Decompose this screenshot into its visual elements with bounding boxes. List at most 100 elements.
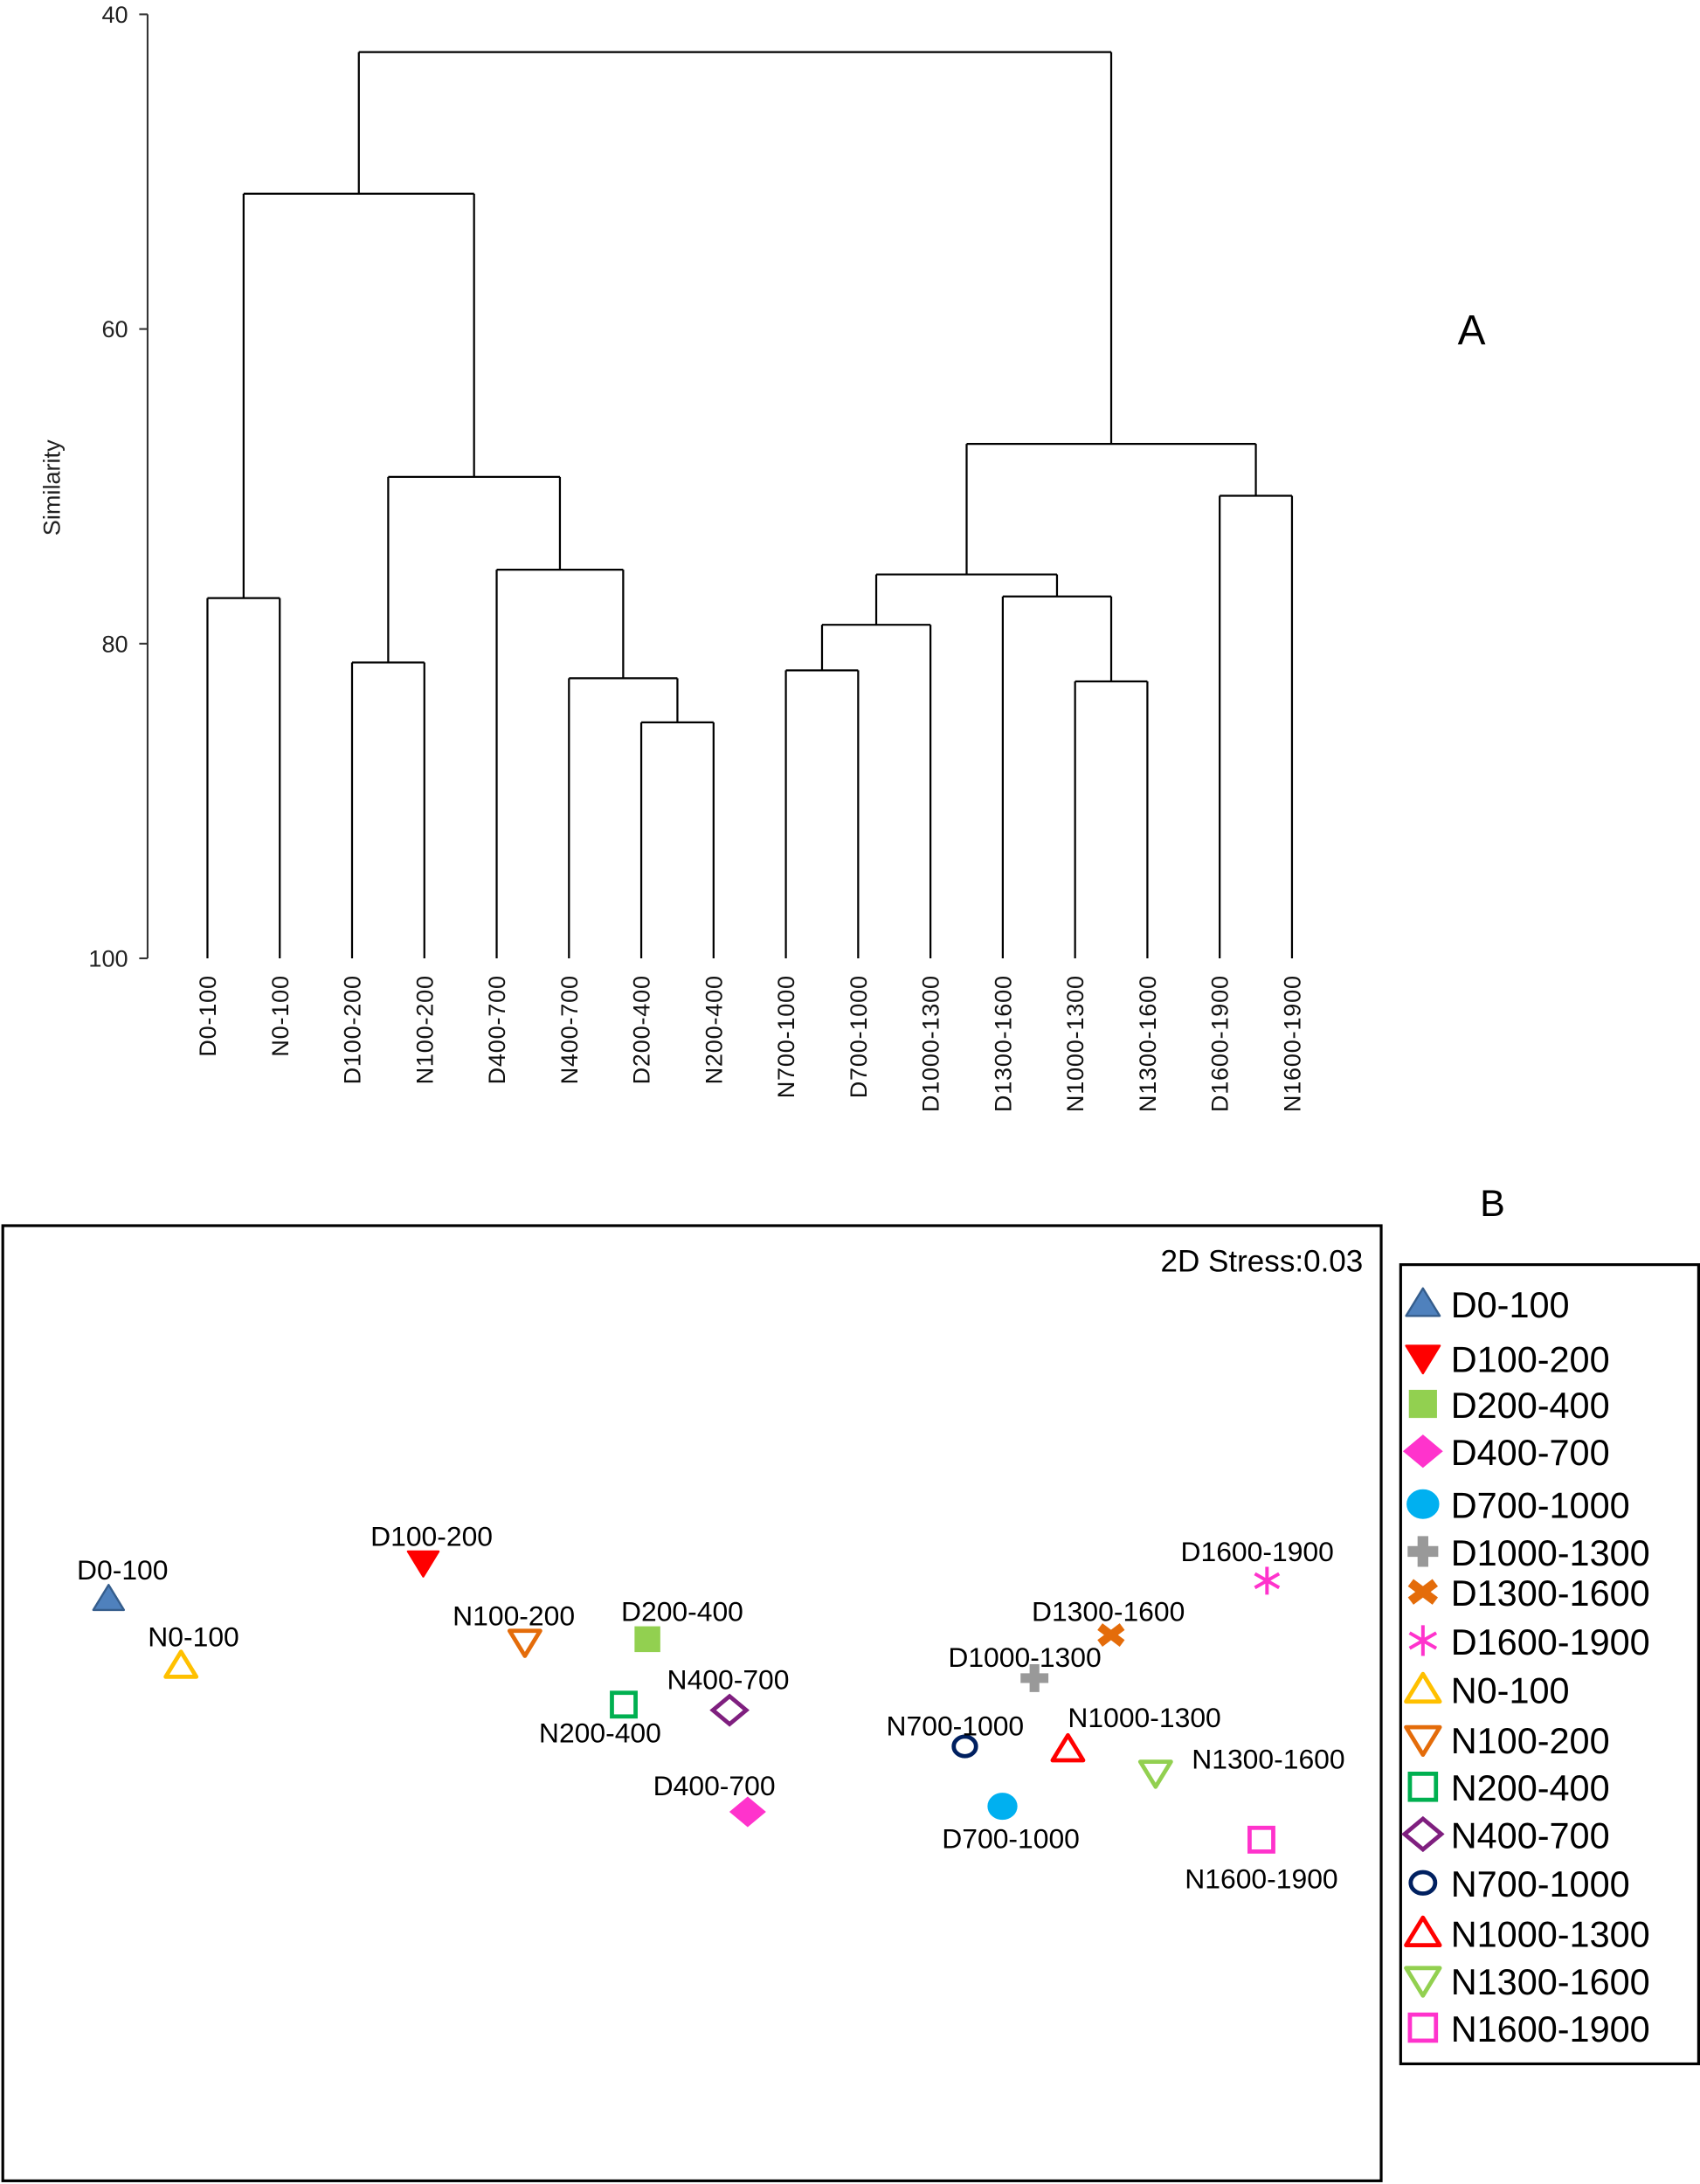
legend-item: D100-200	[1405, 1338, 1610, 1379]
legend-item: D1000-1300	[1407, 1532, 1650, 1573]
point-label: N1000-1300	[1068, 1702, 1220, 1733]
leaf-labels: D0-100 N0-100 D100-200 N100-200 D400-700 N400…	[194, 975, 1305, 1112]
legend-label: D700-1000	[1451, 1485, 1630, 1526]
legend-item: D400-700	[1402, 1432, 1610, 1473]
legend-label: D100-200	[1451, 1338, 1610, 1379]
legend-asterisk-icon	[1408, 1625, 1438, 1656]
point-label: D200-400	[621, 1596, 743, 1628]
legend-label: N200-400	[1451, 1767, 1610, 1808]
point-label: N1600-1900	[1185, 1863, 1337, 1895]
legend-item: D0-100	[1405, 1284, 1570, 1325]
point-triangle-up-filled-icon	[92, 1584, 126, 1612]
leaf-label: N400-700	[556, 975, 583, 1084]
point-label: N0-100	[148, 1621, 238, 1652]
panel-label-a: A	[1458, 308, 1486, 354]
y-axis: 40 60 80 100	[88, 1, 149, 972]
point-label: D1600-1900	[1180, 1536, 1333, 1567]
scatter-points: D0-100 D100-200 D200-400 D400-700 D700-1000 D…	[77, 1521, 1345, 1895]
legend-circle-open-icon	[1408, 1870, 1438, 1896]
legend-triangle-down-open-icon	[1404, 1966, 1442, 1998]
legend-label: N400-700	[1451, 1814, 1610, 1856]
point-plus-icon	[1020, 1664, 1049, 1692]
leaf-label: D400-700	[483, 975, 510, 1084]
point-triangle-down-filled-icon	[406, 1550, 440, 1578]
y-tick-label: 40	[102, 1, 128, 28]
point-label: D0-100	[77, 1554, 168, 1586]
legend-plus-icon	[1407, 1536, 1439, 1567]
point-asterisk-icon	[1254, 1566, 1281, 1595]
point-label: N400-700	[667, 1664, 790, 1696]
point-diamond-filled-icon	[729, 1796, 766, 1828]
legend-item: D200-400	[1408, 1385, 1610, 1426]
legend-square-open-icon	[1407, 2012, 1439, 2043]
point-square-open-icon	[1247, 1825, 1275, 1854]
leaf-label: D100-200	[339, 975, 366, 1084]
legend-label: N1000-1300	[1451, 1914, 1650, 1955]
legend-triangle-up-filled-icon	[1405, 1287, 1441, 1317]
legend-label: N700-1000	[1451, 1863, 1630, 1904]
legend-diamond-filled-icon	[1402, 1434, 1443, 1469]
legend-frame	[1399, 1263, 1700, 2066]
leaf-label: N1000-1300	[1061, 975, 1088, 1112]
point-label: D400-700	[653, 1770, 776, 1801]
legend-triangle-down-open-icon	[1404, 1724, 1442, 1758]
point-square-filled-icon	[634, 1626, 660, 1653]
panel-label-b: B	[1480, 1183, 1505, 1225]
leaf-label: N1300-1600	[1134, 975, 1161, 1112]
point-label: D1300-1600	[1032, 1596, 1185, 1628]
dendrogram-panel: A Similarity 40 60 80 100 D0-100 N0-100 D100-…	[38, 1, 1486, 1112]
point-label: N100-200	[453, 1600, 575, 1631]
leaf-label: N1600-1900	[1279, 975, 1306, 1112]
legend-circle-filled-icon	[1406, 1489, 1440, 1519]
legend-label: D1300-1600	[1451, 1572, 1650, 1614]
legend-item: N1600-1900	[1407, 2008, 1650, 2049]
point-circle-open-icon	[951, 1734, 978, 1759]
legend-item: D1300-1600	[1407, 1572, 1650, 1614]
legend-label: D0-100	[1451, 1284, 1570, 1325]
legend-label: D1600-1900	[1451, 1621, 1650, 1662]
plot-frame	[1, 1224, 1383, 2182]
legend: D0-100 D100-200 D200-400 D400-700 D700-1000 D…	[1401, 1284, 1650, 2049]
point-label: N200-400	[539, 1717, 661, 1748]
point-triangle-down-open-icon	[507, 1628, 542, 1658]
legend-label: N0-100	[1451, 1670, 1570, 1711]
legend-square-filled-icon	[1408, 1389, 1437, 1419]
point-x-icon	[1097, 1623, 1125, 1647]
legend-item: N1000-1300	[1404, 1914, 1650, 1955]
legend-item: D700-1000	[1406, 1485, 1630, 1526]
point-label: N1300-1600	[1192, 1744, 1344, 1775]
legend-triangle-up-open-icon	[1404, 1671, 1442, 1704]
legend-x-icon	[1407, 1579, 1439, 1605]
leaf-label: N700-1000	[772, 975, 799, 1098]
y-tick-label: 60	[102, 315, 128, 342]
legend-diamond-open-icon	[1401, 1815, 1445, 1853]
legend-label: N1600-1900	[1451, 2008, 1650, 2049]
leaf-label: D200-400	[628, 975, 655, 1084]
legend-item: N100-200	[1404, 1720, 1610, 1761]
leaf-label: N100-200	[411, 975, 438, 1084]
legend-item: D1600-1900	[1408, 1621, 1650, 1662]
dendrogram-branches	[206, 51, 1294, 958]
leaf-label: D1300-1600	[989, 975, 1016, 1112]
point-label: D100-200	[370, 1521, 493, 1552]
legend-label: D200-400	[1451, 1385, 1610, 1426]
legend-triangle-up-open-icon	[1404, 1915, 1442, 1948]
y-axis-label: Similarity	[38, 439, 66, 536]
leaf-label: D0-100	[194, 975, 221, 1057]
legend-item: N200-400	[1407, 1767, 1610, 1808]
legend-label: N100-200	[1451, 1720, 1610, 1761]
legend-label: D1000-1300	[1451, 1532, 1650, 1573]
point-label: D1000-1300	[948, 1641, 1101, 1673]
legend-label: D400-700	[1451, 1432, 1610, 1473]
point-triangle-down-open-icon	[1137, 1759, 1173, 1789]
point-triangle-up-open-icon	[1050, 1732, 1086, 1763]
legend-item: N0-100	[1404, 1670, 1570, 1711]
leaf-label: N200-400	[700, 975, 727, 1084]
point-label: D700-1000	[942, 1822, 1080, 1854]
point-square-open-icon	[610, 1690, 638, 1719]
legend-label: N1300-1600	[1451, 1961, 1650, 2002]
leaf-label: D700-1000	[845, 975, 872, 1098]
point-circle-filled-icon	[987, 1793, 1018, 1821]
point-triangle-up-open-icon	[163, 1649, 199, 1679]
